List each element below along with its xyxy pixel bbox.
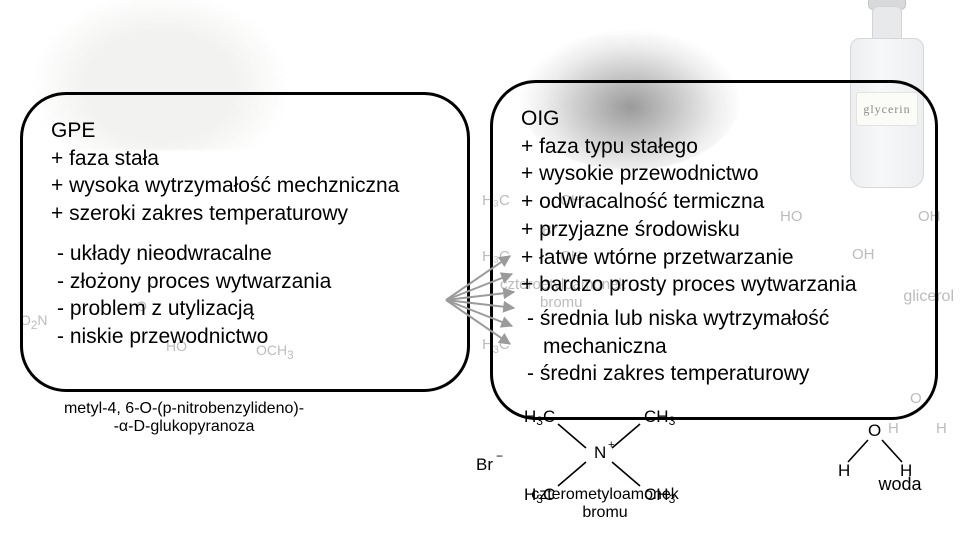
svg-text:O: O: [868, 421, 881, 440]
gpe-minus-2: - problem z utylizacją: [51, 295, 439, 323]
chem-hint-water-o-faded: O: [910, 390, 922, 407]
oig-box: OIG + faza typu stałego + wysokie przewo…: [490, 80, 938, 420]
oig-plus-0: + faza typu stałego: [521, 133, 907, 161]
left-caption-line2: -α-D-glukopyranoza: [24, 418, 344, 436]
oig-plus-4: + łatwe wtórne przetwarzanie: [521, 244, 907, 272]
arrows-svg: [442, 250, 522, 350]
oig-plus-5: + bardzo prosty proces wytwarzania: [521, 271, 907, 299]
bottle-neck: [872, 6, 902, 42]
oig-minus-0b: mechaniczna: [521, 333, 907, 361]
gpe-plus-1: + wysoka wytrzymałość mechzniczna: [51, 172, 439, 200]
oig-plus-1: + wysokie przewodnictwo: [521, 160, 907, 188]
woda-caption: woda: [860, 474, 940, 495]
left-caption-line1: metyl-4, 6-O-(p-nitrobenzylideno)-: [24, 400, 344, 418]
oig-plus-2: + odwracalność termiczna: [521, 188, 907, 216]
svg-text:N: N: [594, 443, 606, 462]
oig-plus-3: + przyjazne środowisku: [521, 216, 907, 244]
svg-text:H3C: H3C: [524, 407, 555, 428]
ctma-caption: czterometyloamonek bromu: [500, 486, 710, 522]
svg-text:+: +: [608, 439, 614, 451]
chem-hint-water-h2-faded: H: [936, 420, 947, 437]
br-minus-label: Br: [476, 455, 493, 474]
ctma-caption-line1: czterometyloamonek: [500, 486, 710, 504]
oig-minus-1: - średni zakres temperaturowy: [521, 360, 907, 388]
left-caption: metyl-4, 6-O-(p-nitrobenzylideno)- -α-D-…: [24, 400, 344, 436]
slide-stage: glycerin H₃C CH₃ H₃C CH₃ Br− HO OH OH H3…: [0, 0, 960, 540]
ctma-caption-line2: bromu: [500, 504, 710, 522]
gpe-plus-2: + szeroki zakres temperaturowy: [51, 200, 439, 228]
gpe-minus-1: - złożony proces wytwarzania: [51, 268, 439, 296]
arrow-bundle: [442, 250, 522, 350]
oig-title: OIG: [521, 105, 907, 133]
svg-text:H: H: [838, 461, 850, 480]
svg-text:CH3: CH3: [644, 407, 676, 428]
gpe-minus-3: - niskie przewodnictwo: [51, 323, 439, 351]
chem-hint-water-h1-faded: H: [888, 420, 899, 437]
gpe-box: GPE + faza stała + wysoka wytrzymałość m…: [20, 92, 470, 392]
gpe-minus-0: - układy nieodwracalne: [51, 240, 439, 268]
gpe-title: GPE: [51, 117, 439, 145]
svg-text:−: −: [496, 449, 503, 463]
oig-minus-0: - średnia lub niska wytrzymałość: [521, 305, 907, 333]
gpe-plus-0: + faza stała: [51, 145, 439, 173]
